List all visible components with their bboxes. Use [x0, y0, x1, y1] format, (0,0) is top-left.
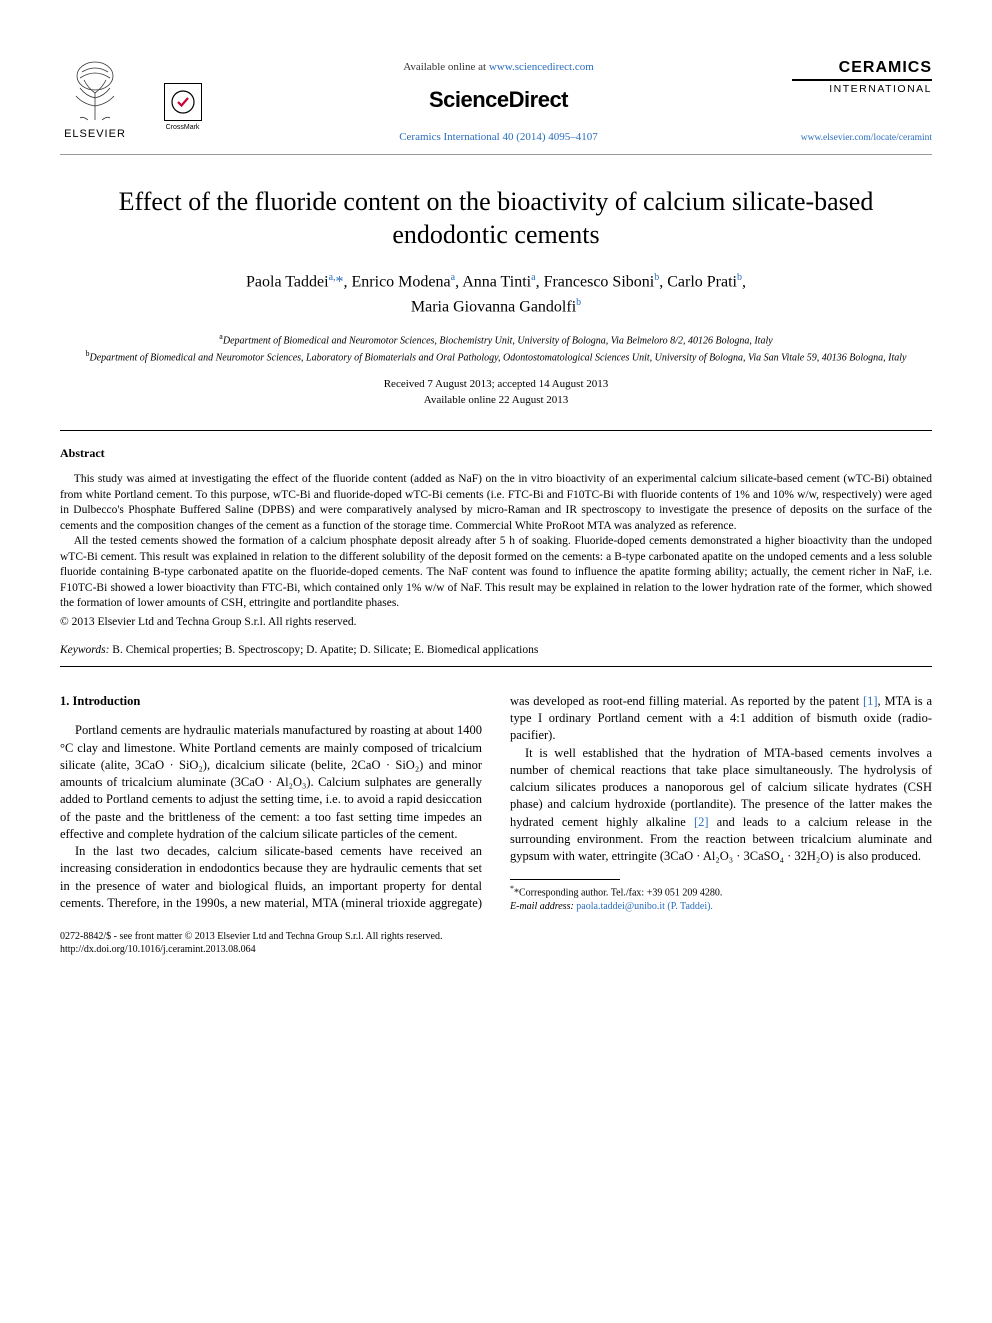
abstract-p1: This study was aimed at investigating th…: [60, 472, 932, 534]
elsevier-logo: ELSEVIER: [60, 58, 130, 142]
copyright-line: © 2013 Elsevier Ltd and Techna Group S.r…: [60, 614, 932, 630]
header-center: Available online at www.sciencedirect.co…: [205, 58, 792, 146]
sciencedirect-logo: ScienceDirect: [205, 85, 792, 116]
body-p3: It is well established that the hydratio…: [510, 745, 932, 866]
issn-line: 0272-8842/$ - see front matter © 2013 El…: [60, 930, 932, 943]
journal-reference[interactable]: Ceramics International 40 (2014) 4095–41…: [205, 130, 792, 145]
aff-marker: b: [737, 272, 742, 283]
article-body: 1. Introduction Portland cements are hyd…: [60, 693, 932, 914]
affiliations: aDepartment of Biomedical and Neuromotor…: [60, 331, 932, 366]
author-list: Paola Taddeia,*, Enrico Modenaa, Anna Ti…: [60, 270, 932, 319]
author: Paola Taddei: [246, 274, 329, 291]
doi-line: http://dx.doi.org/10.1016/j.ceramint.201…: [60, 943, 932, 956]
aff-marker: a: [531, 272, 535, 283]
footnotes: **Corresponding author. Tel./fax: +39 05…: [510, 884, 932, 913]
ceramics-logo: CERAMICS INTERNATIONAL: [792, 58, 932, 96]
journal-url[interactable]: www.elsevier.com/locate/ceramint: [792, 132, 932, 145]
keywords: Keywords: B. Chemical properties; B. Spe…: [60, 642, 932, 658]
keywords-label: Keywords:: [60, 644, 109, 656]
abstract-block: Abstract This study was aimed at investi…: [60, 445, 932, 630]
corr-marker: *: [336, 274, 344, 291]
author: Enrico Modena: [352, 274, 451, 291]
header: ELSEVIER CrossMark Available online at w…: [60, 58, 932, 146]
ceramics-word: CERAMICS: [839, 59, 932, 76]
author-email[interactable]: paola.taddei@unibo.it (P. Taddei).: [576, 901, 713, 912]
affiliation-a: Department of Biomedical and Neuromotor …: [223, 335, 773, 346]
abstract-heading: Abstract: [60, 445, 932, 462]
available-prefix: Available online at: [403, 61, 489, 73]
section-heading: 1. Introduction: [60, 693, 482, 711]
international-word: INTERNATIONAL: [792, 83, 932, 96]
aff-marker: b: [576, 297, 581, 308]
author: Carlo Prati: [667, 274, 737, 291]
body-p1: Portland cements are hydraulic materials…: [60, 722, 482, 843]
header-right: CERAMICS INTERNATIONAL www.elsevier.com/…: [792, 58, 932, 145]
article-title: Effect of the fluoride content on the bi…: [100, 185, 892, 253]
abstract-text: This study was aimed at investigating th…: [60, 472, 932, 612]
elsevier-text: ELSEVIER: [60, 127, 130, 142]
bottom-info: 0272-8842/$ - see front matter © 2013 El…: [60, 930, 932, 956]
available-online: Available online at www.sciencedirect.co…: [205, 60, 792, 75]
affiliation-b: Department of Biomedical and Neuromotor …: [90, 352, 907, 363]
email-line: E-mail address: paola.taddei@unibo.it (P…: [510, 900, 932, 914]
header-left: ELSEVIER CrossMark: [60, 58, 205, 142]
article-dates: Received 7 August 2013; accepted 14 Augu…: [60, 377, 932, 408]
email-label: E-mail address:: [510, 901, 576, 912]
abstract-bottom-rule: [60, 666, 932, 667]
received-accepted: Received 7 August 2013; accepted 14 Augu…: [384, 378, 609, 390]
footnote-rule: [510, 879, 620, 880]
elsevier-tree-icon: [68, 58, 123, 123]
abstract-p2: All the tested cements showed the format…: [60, 534, 932, 612]
aff-marker: a,: [329, 272, 336, 283]
sciencedirect-link[interactable]: www.sciencedirect.com: [489, 61, 594, 73]
corr-phone: +39 051 209 4280.: [647, 888, 723, 899]
author: Francesco Siboni: [544, 274, 655, 291]
ref-link-1[interactable]: [1]: [863, 694, 878, 708]
ref-link-2[interactable]: [2]: [694, 815, 709, 829]
keywords-text: B. Chemical properties; B. Spectroscopy;…: [109, 644, 538, 656]
crossmark-label: CrossMark: [160, 123, 205, 133]
corresponding-author: **Corresponding author. Tel./fax: +39 05…: [510, 884, 932, 900]
author: Maria Giovanna Gandolfi: [411, 298, 576, 315]
available-online-date: Available online 22 August 2013: [424, 394, 569, 406]
corr-label: *Corresponding author. Tel./fax:: [514, 888, 647, 899]
crossmark-icon: [164, 83, 202, 121]
abstract-top-rule: [60, 430, 932, 431]
author: Anna Tinti: [462, 274, 531, 291]
aff-marker: b: [654, 272, 659, 283]
crossmark-badge[interactable]: CrossMark: [160, 83, 205, 133]
header-rule: [60, 154, 932, 155]
aff-marker: a: [451, 272, 455, 283]
